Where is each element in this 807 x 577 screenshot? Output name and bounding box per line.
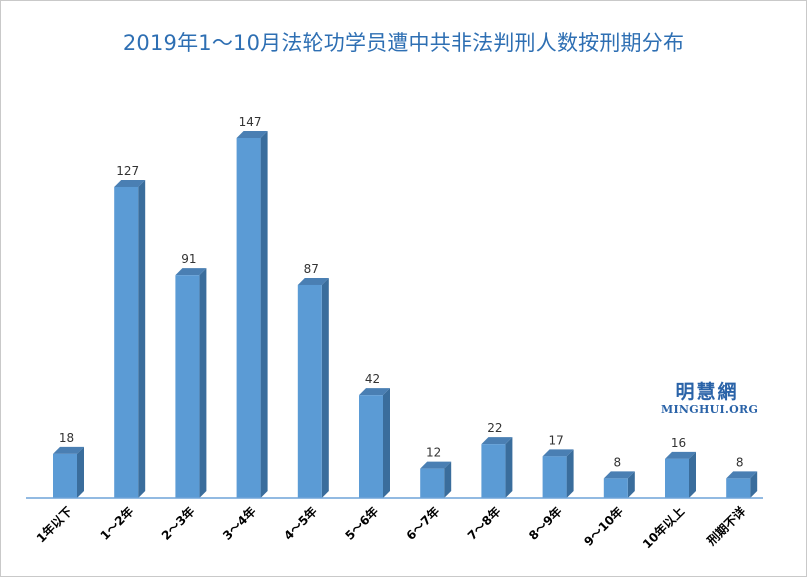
bar-front-10 (665, 458, 689, 498)
bar-side-10 (689, 451, 696, 498)
value-label-0: 18 (59, 431, 74, 445)
value-label-9: 8 (613, 455, 621, 469)
bar-3 (236, 131, 268, 498)
bar-8 (542, 449, 574, 498)
bar-side-1 (138, 179, 146, 498)
bar-side-11 (750, 471, 758, 498)
bar-top-5 (359, 388, 390, 396)
tick-label-4: 4～5年 (281, 504, 320, 543)
value-label-10: 16 (671, 436, 686, 450)
tick-label-5: 5～6年 (342, 504, 381, 543)
bar-side-3 (260, 131, 268, 498)
value-label-4: 87 (304, 262, 319, 276)
tick-label-2: 2～3年 (158, 504, 197, 543)
bar-9 (603, 471, 635, 498)
bar-7 (481, 437, 513, 498)
bar-front-8 (542, 456, 567, 498)
bar-front-6 (420, 468, 445, 498)
tick-label-3: 3～4年 (219, 504, 258, 543)
bar-side-0 (77, 446, 84, 498)
bar-top-11 (726, 471, 758, 479)
bar-front-11 (726, 478, 751, 498)
bar-front-5 (359, 395, 383, 498)
value-label-7: 22 (487, 421, 502, 435)
bar-0 (53, 446, 84, 498)
bar-2 (175, 268, 207, 498)
bar-top-6 (420, 461, 452, 469)
bar-front-1 (114, 186, 139, 498)
bar-top-7 (481, 437, 513, 445)
bar-1 (114, 179, 146, 498)
bar-front-0 (53, 453, 77, 498)
bar-front-9 (603, 478, 628, 498)
value-label-6: 12 (426, 446, 441, 460)
tick-label-6: 6～7年 (403, 504, 442, 543)
value-label-2: 91 (181, 252, 196, 266)
bar-side-5 (383, 388, 390, 498)
value-label-8: 17 (548, 433, 563, 447)
bar-side-7 (505, 437, 513, 498)
tick-label-10: 10年以上 (639, 504, 687, 552)
tick-label-8: 8～9年 (525, 504, 564, 543)
bar-side-4 (321, 277, 329, 498)
value-label-1: 127 (116, 164, 139, 178)
bar-front-4 (297, 284, 322, 498)
bar-11 (726, 471, 758, 498)
bar-4 (297, 277, 329, 498)
bar-side-8 (566, 449, 574, 498)
tick-labels-layer: 1年以下 1～2年 2～3年 3～4年 4～5年 5～6年 6～7年 7～8年 8～9年 9～10… (33, 504, 748, 552)
tick-label-7: 7～8年 (464, 504, 503, 543)
bars-layer (53, 131, 758, 498)
bar-top-10 (665, 451, 696, 459)
bar-top-0 (53, 446, 84, 454)
bar-side-2 (199, 268, 207, 498)
bar-5 (359, 388, 390, 498)
watermark-chinese: 明慧網 (675, 381, 739, 403)
bar-front-3 (236, 138, 261, 498)
bar-front-7 (481, 444, 506, 498)
chart-title: 2019年1～10月法轮功学员遭中共非法判刑人数按刑期分布 (122, 31, 685, 55)
bar-top-8 (542, 449, 574, 457)
bar-10 (665, 451, 696, 498)
bar-top-9 (603, 471, 635, 479)
bar-top-2 (175, 268, 207, 276)
minghui-watermark: 明慧網 MINGHUI.ORG (661, 381, 759, 417)
tick-label-1: 1～2年 (97, 504, 136, 543)
bar-side-9 (627, 471, 635, 498)
bar-front-2 (175, 275, 200, 498)
value-label-3: 147 (239, 115, 262, 129)
tick-label-0: 1年以下 (33, 504, 75, 546)
tick-label-9: 9～10年 (581, 504, 626, 549)
value-labels-layer: 18 127 91 147 87 42 12 22 17 8 16 8 (59, 115, 744, 469)
tick-label-11: 刑期不详 (704, 504, 749, 549)
value-label-5: 42 (365, 372, 380, 386)
bar-top-3 (236, 131, 268, 138)
value-label-11: 8 (736, 455, 744, 469)
watermark-english: MINGHUI.ORG (661, 403, 759, 416)
bar-top-1 (114, 179, 146, 187)
bar-side-6 (444, 461, 452, 498)
bar-6 (420, 461, 452, 498)
bar-top-4 (297, 277, 329, 285)
